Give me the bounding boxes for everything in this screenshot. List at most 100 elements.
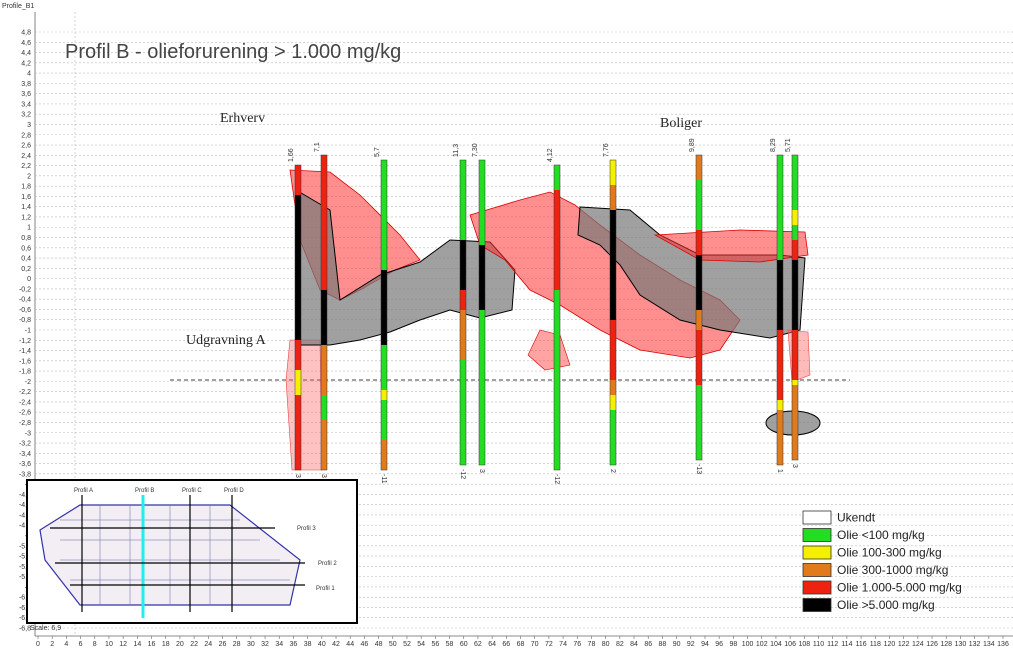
y-tick-label: 2	[27, 173, 31, 180]
legend-swatch	[802, 580, 832, 595]
inset-map: Profil A Profil B Profil C Profil D Profil 3…	[26, 479, 358, 624]
y-tick-label: 4,8	[21, 30, 31, 37]
scale: Scale: 6,9	[30, 625, 61, 632]
y-tick-label: -5,8	[19, 574, 31, 581]
label: Boliger	[660, 116, 702, 131]
borehole-outline	[609, 159, 617, 466]
x-tick-label: 60	[460, 641, 468, 648]
x-tick-label: 92	[687, 641, 695, 648]
x-tick-label: 80	[602, 641, 610, 648]
window-title: Profile_B1	[2, 3, 34, 10]
borehole-outline	[776, 154, 784, 466]
y-tick-label: -4,4	[19, 502, 31, 509]
borehole-segment	[321, 345, 327, 395]
x-tick-label: 88	[659, 641, 667, 648]
legend-swatch	[802, 563, 832, 577]
y-tick-label: 1,4	[21, 204, 31, 211]
inset-label: Profil B	[135, 488, 154, 494]
y-tick-label: -4,6	[19, 512, 31, 519]
x-tick-label: 104	[770, 641, 782, 648]
borehole-segment	[479, 245, 485, 310]
y-tick-label: -2,8	[19, 420, 31, 427]
borehole-segment	[381, 160, 387, 270]
x-tick-label: 28	[233, 641, 241, 648]
y-tick-label: 1,8	[21, 184, 31, 191]
borehole-segment	[696, 330, 702, 385]
borehole-bottom-label: -13	[695, 464, 702, 474]
legend-swatch	[802, 598, 832, 612]
x-tick-label: 14	[133, 641, 141, 648]
borehole-outline	[478, 159, 486, 466]
y-tick-label: -0,6	[19, 307, 31, 314]
legend-label: Olie <100 mg/kg	[837, 528, 925, 542]
borehole-segment	[777, 410, 783, 465]
x-tick-label: 76	[573, 641, 581, 648]
x-tick-label: 50	[389, 641, 397, 648]
borehole-segment	[554, 290, 560, 470]
y-tick-label: -1,6	[19, 358, 31, 365]
y-tick-label: -3,2	[19, 441, 31, 448]
borehole-segment	[696, 310, 702, 330]
y-tick-label: -0,4	[19, 297, 31, 304]
legend-swatch	[802, 545, 832, 560]
y-tick-label: 4,2	[21, 60, 31, 67]
borehole-segment	[696, 180, 702, 230]
borehole-outline	[320, 154, 328, 471]
inset-label: Profil 1	[316, 586, 335, 592]
borehole-segment	[554, 165, 560, 190]
x-tick-label: 24	[204, 641, 212, 648]
borehole-bottom-label: 3	[791, 464, 798, 468]
x-tick-label: 98	[729, 641, 737, 648]
x-tick-label: 54	[417, 641, 425, 648]
borehole-segment	[321, 155, 327, 290]
borehole-segment	[460, 310, 466, 360]
y-tick-label: -6,6	[19, 615, 31, 622]
x-tick-label: 52	[403, 641, 411, 648]
boreholes: 1,66 3 7,1 3 5,7 -11 11,3 -12 7,30 3 4,12 -12 7,76 2 9…	[288, 138, 799, 484]
x-tick-label: 22	[190, 641, 198, 648]
x-tick-label: 94	[701, 641, 709, 648]
y-tick-label: 1	[27, 225, 31, 232]
borehole-segment	[610, 160, 616, 185]
borehole-segment	[381, 270, 387, 345]
y-tick-label: -1,8	[19, 369, 31, 376]
x-tick-label: 118	[870, 641, 881, 648]
borehole-top-label: 8,29	[770, 138, 777, 152]
borehole-segment	[554, 190, 560, 290]
borehole-segment	[696, 155, 702, 180]
borehole-segment	[381, 400, 387, 420]
x-tick-label: 48	[375, 641, 383, 648]
y-tick-label: -0,8	[19, 317, 31, 324]
site-lines	[60, 505, 290, 605]
y-tick-label: -3,6	[19, 461, 31, 468]
borehole-segment	[696, 230, 702, 255]
y-tick-label: 1,6	[21, 194, 31, 201]
borehole-segment	[696, 255, 702, 310]
borehole-segment	[792, 260, 798, 330]
y-tick-label: -1	[25, 328, 31, 335]
legend-swatch	[802, 528, 832, 542]
x-tick-label: 128	[940, 641, 952, 648]
y-tick-label: -2,4	[19, 399, 31, 406]
y-tick-label: 2,4	[21, 153, 31, 160]
borehole-segment	[696, 385, 702, 460]
x-tick-label: 72	[545, 641, 553, 648]
x-tick-label: 100	[742, 641, 754, 648]
y-tick-label: 3,4	[21, 101, 31, 108]
x-tick-label: 82	[616, 641, 624, 648]
y-tick-label: -5,4	[19, 554, 31, 561]
x-tick-label: 132	[969, 641, 981, 648]
y-tick-label: -6,4	[19, 605, 31, 612]
x-tick-label: 68	[517, 641, 525, 648]
y-tick-label: 3,2	[21, 112, 31, 119]
x-tick-label: 32	[261, 641, 269, 648]
borehole-outline	[459, 159, 467, 466]
x-tick-label: 20	[176, 641, 184, 648]
y-tick-label: -2,2	[19, 389, 31, 396]
borehole-segment	[792, 210, 798, 225]
y-tick-label: 2,8	[21, 132, 31, 139]
x-tick-label: 114	[841, 641, 852, 648]
plume-red	[469, 191, 741, 359]
inset-label: Profil A	[74, 488, 93, 494]
